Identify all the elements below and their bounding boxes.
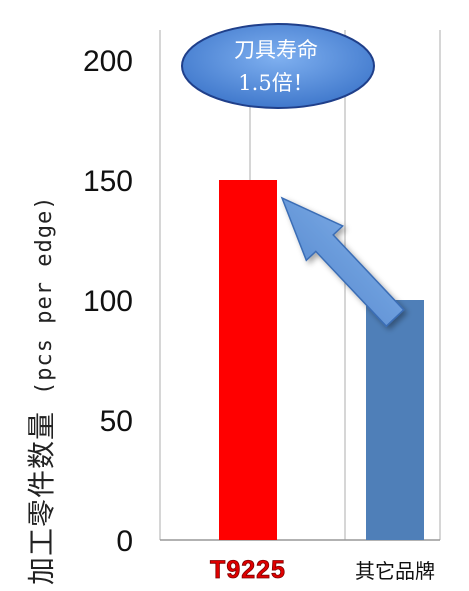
x-tick-label-1: T9225 <box>210 556 286 584</box>
arrow-shape <box>280 196 405 328</box>
y-tick-label: 0 <box>116 525 133 558</box>
y-tick-label: 100 <box>83 285 133 318</box>
annotation-line-2: 1.5倍！ <box>238 71 313 95</box>
y-tick-label: 50 <box>100 405 133 438</box>
annotation-callout: 刀具寿命 1.5倍！ <box>181 23 375 109</box>
y-tick-label: 200 <box>83 45 133 78</box>
annotation-line-1: 刀具寿命 <box>234 38 318 62</box>
y-axis-unit: (pcs per edge) <box>32 195 57 395</box>
annotation-ellipse <box>181 23 375 109</box>
y-axis-label-text: 加工零件数量 <box>25 410 58 585</box>
bar-2 <box>366 300 424 540</box>
y-tick-labels: 0 50 100 150 200 <box>83 45 133 558</box>
increase-arrow <box>280 196 405 328</box>
bars <box>219 180 424 540</box>
bar-1 <box>219 180 277 540</box>
y-tick-label: 150 <box>83 165 133 198</box>
x-tick-labels: T9225 其它品牌 <box>210 556 435 585</box>
y-axis-title: 加工零件数量 (pcs per edge) <box>20 196 60 585</box>
x-tick-label-2: 其它品牌 <box>355 559 435 583</box>
